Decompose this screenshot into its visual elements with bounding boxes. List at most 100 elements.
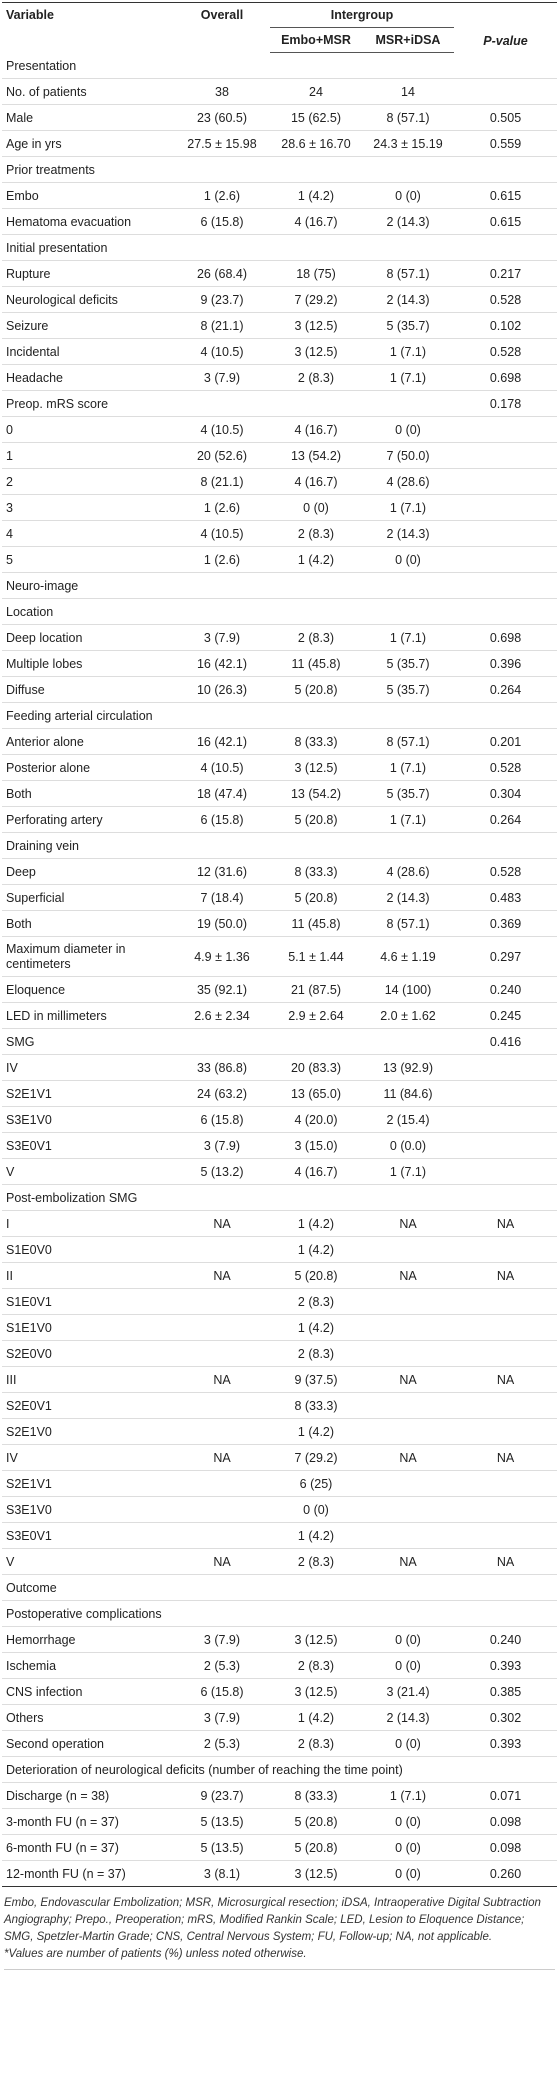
header-msr-idsa: MSR+iDSA bbox=[362, 27, 454, 53]
table-row: S2E0V1 8 (33.3) bbox=[2, 1392, 557, 1419]
cell-embo-msr: 1 (4.2) bbox=[270, 1314, 362, 1341]
cell-overall: 5 (13.2) bbox=[174, 1158, 270, 1185]
cell-msr-idsa: 4.6 ± 1.19 bbox=[362, 936, 454, 977]
cell-overall: 24 (63.2) bbox=[174, 1080, 270, 1107]
cell-embo-msr: 0 (0) bbox=[270, 494, 362, 521]
cell-p bbox=[454, 1418, 557, 1445]
cell-overall: 1 (2.6) bbox=[174, 546, 270, 573]
cell-p: 0.260 bbox=[454, 1860, 557, 1887]
table-row: Postoperative complications bbox=[2, 1600, 557, 1627]
cell-embo-msr: 7 (29.2) bbox=[270, 286, 362, 313]
table-row: S2E1V1 24 (63.2) 13 (65.0) 11 (84.6) bbox=[2, 1080, 557, 1107]
table-row: Deep location 3 (7.9) 2 (8.3) 1 (7.1) 0.698 bbox=[2, 624, 557, 651]
cell-p: NA bbox=[454, 1210, 557, 1237]
cell-overall: 9 (23.7) bbox=[174, 1782, 270, 1809]
cell-p: 0.264 bbox=[454, 676, 557, 703]
table-row: S3E1V0 0 (0) bbox=[2, 1496, 557, 1523]
cell-msr-idsa: 1 (7.1) bbox=[362, 624, 454, 651]
cell-embo-msr: 5 (20.8) bbox=[270, 884, 362, 911]
cell-embo-msr: 15 (62.5) bbox=[270, 104, 362, 131]
cell-msr-idsa bbox=[362, 1028, 454, 1055]
row-label: V bbox=[2, 1548, 174, 1575]
table-row: No. of patients 38 24 14 bbox=[2, 78, 557, 105]
cell-p: 0.098 bbox=[454, 1834, 557, 1861]
table-header: Variable Overall Intergroup P-value Embo… bbox=[2, 2, 557, 53]
cell-p: 0.393 bbox=[454, 1652, 557, 1679]
cell-overall: NA bbox=[174, 1444, 270, 1471]
cell-p: 0.217 bbox=[454, 260, 557, 287]
cell-overall: 33 (86.8) bbox=[174, 1054, 270, 1081]
cell-embo-msr: 13 (65.0) bbox=[270, 1080, 362, 1107]
row-label: Headache bbox=[2, 364, 174, 391]
cell-p: 0.240 bbox=[454, 1626, 557, 1653]
cell-embo-msr: 1 (4.2) bbox=[270, 1236, 362, 1263]
cell-overall: 3 (7.9) bbox=[174, 364, 270, 391]
cell-embo-msr: 8 (33.3) bbox=[270, 858, 362, 885]
cell-embo-msr: 5 (20.8) bbox=[270, 1808, 362, 1835]
cell-embo-msr: 7 (29.2) bbox=[270, 1444, 362, 1471]
cell-msr-idsa: 2 (14.3) bbox=[362, 884, 454, 911]
cell-msr-idsa: NA bbox=[362, 1210, 454, 1237]
cell-overall: 16 (42.1) bbox=[174, 650, 270, 677]
cell-p: 0.615 bbox=[454, 208, 557, 235]
cell-msr-idsa bbox=[362, 1470, 454, 1497]
table-row: Rupture 26 (68.4) 18 (75) 8 (57.1) 0.217 bbox=[2, 260, 557, 287]
cell-overall: 4.9 ± 1.36 bbox=[174, 936, 270, 977]
row-label: S1E1V0 bbox=[2, 1314, 174, 1341]
cell-embo-msr: 3 (12.5) bbox=[270, 338, 362, 365]
row-label: Deep bbox=[2, 858, 174, 885]
cell-embo-msr: 11 (45.8) bbox=[270, 650, 362, 677]
cell-p: NA bbox=[454, 1366, 557, 1393]
cell-overall bbox=[174, 1496, 270, 1523]
cell-overall: 9 (23.7) bbox=[174, 286, 270, 313]
cell-embo-msr: 5 (20.8) bbox=[270, 1834, 362, 1861]
section-label: Prior treatments bbox=[2, 156, 557, 183]
table-row: Perforating artery 6 (15.8) 5 (20.8) 1 (7.1… bbox=[2, 806, 557, 833]
cell-msr-idsa: 2 (14.3) bbox=[362, 520, 454, 547]
table-row: Draining vein bbox=[2, 832, 557, 859]
cell-overall: 23 (60.5) bbox=[174, 104, 270, 131]
footnote: *Values are number of patients (%) unles… bbox=[4, 1948, 307, 1960]
cell-p bbox=[454, 468, 557, 495]
row-label: S3E1V0 bbox=[2, 1106, 174, 1133]
cell-embo-msr: 6 (25) bbox=[270, 1470, 362, 1497]
cell-overall: 1 (2.6) bbox=[174, 182, 270, 209]
cell-embo-msr: 3 (12.5) bbox=[270, 754, 362, 781]
cell-embo-msr: 8 (33.3) bbox=[270, 1782, 362, 1809]
cell-msr-idsa: 1 (7.1) bbox=[362, 494, 454, 521]
cell-p: 0.098 bbox=[454, 1808, 557, 1835]
cell-embo-msr: 4 (16.7) bbox=[270, 468, 362, 495]
table-row: I NA 1 (4.2) NA NA bbox=[2, 1210, 557, 1237]
cell-p: 0.559 bbox=[454, 130, 557, 157]
cell-msr-idsa bbox=[362, 1392, 454, 1419]
row-label: S1E0V1 bbox=[2, 1288, 174, 1315]
cell-p: 0.505 bbox=[454, 104, 557, 131]
cell-p: 0.369 bbox=[454, 910, 557, 937]
cell-msr-idsa: 13 (92.9) bbox=[362, 1054, 454, 1081]
cell-overall: NA bbox=[174, 1366, 270, 1393]
cell-p: NA bbox=[454, 1262, 557, 1289]
row-label: V bbox=[2, 1158, 174, 1185]
cell-p: 0.528 bbox=[454, 338, 557, 365]
row-label: S2E0V0 bbox=[2, 1340, 174, 1367]
cell-p: 0.302 bbox=[454, 1704, 557, 1731]
cell-overall: 7 (18.4) bbox=[174, 884, 270, 911]
cell-p: 0.385 bbox=[454, 1678, 557, 1705]
row-label: S2E0V1 bbox=[2, 1392, 174, 1419]
table-row: Headache 3 (7.9) 2 (8.3) 1 (7.1) 0.698 bbox=[2, 364, 557, 391]
section-label: Location bbox=[2, 598, 557, 625]
table-row: Incidental 4 (10.5) 3 (12.5) 1 (7.1) 0.528 bbox=[2, 338, 557, 365]
row-label: S1E0V0 bbox=[2, 1236, 174, 1263]
cell-p: 0.201 bbox=[454, 728, 557, 755]
row-label: Second operation bbox=[2, 1730, 174, 1757]
cell-overall: 6 (15.8) bbox=[174, 1678, 270, 1705]
cell-msr-idsa: 5 (35.7) bbox=[362, 676, 454, 703]
row-label: 6-month FU (n = 37) bbox=[2, 1834, 174, 1861]
cell-overall: 8 (21.1) bbox=[174, 468, 270, 495]
table-row: Preop. mRS score 0.178 bbox=[2, 390, 557, 417]
table-row: III NA 9 (37.5) NA NA bbox=[2, 1366, 557, 1393]
cell-p bbox=[454, 416, 557, 443]
cell-msr-idsa bbox=[362, 1522, 454, 1549]
cell-msr-idsa bbox=[362, 1236, 454, 1263]
cell-msr-idsa: 0 (0.0) bbox=[362, 1132, 454, 1159]
